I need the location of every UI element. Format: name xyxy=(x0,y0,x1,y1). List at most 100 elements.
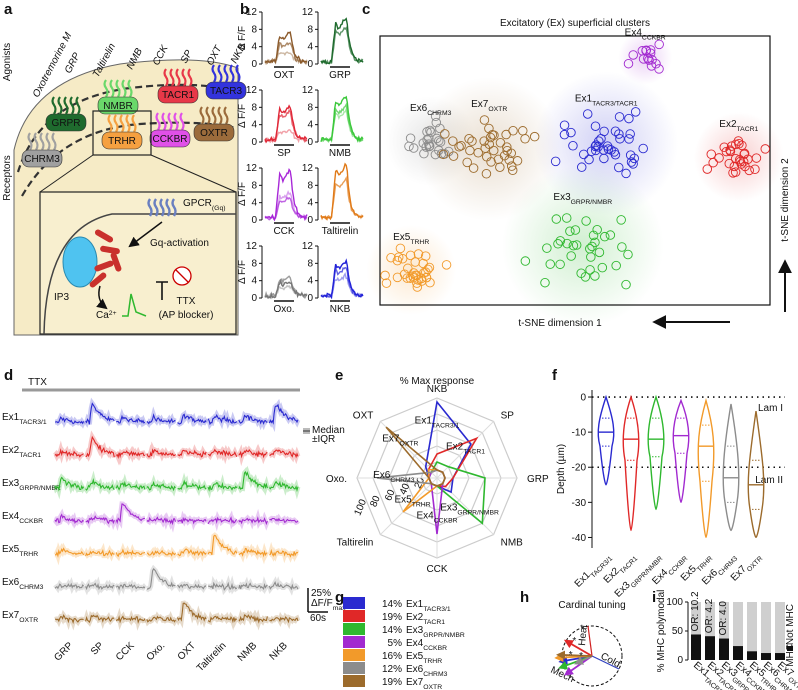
tsne-point xyxy=(645,45,656,55)
tsne-point xyxy=(412,282,423,292)
tsne-point xyxy=(614,112,625,122)
label-sub: GRPR/NMBR xyxy=(19,485,61,492)
label-main: Ca xyxy=(96,310,109,321)
median-trace xyxy=(85,435,115,458)
label-main: Ex1 xyxy=(406,599,424,610)
highlight-box xyxy=(92,110,152,156)
response-trace xyxy=(320,26,364,65)
receptor xyxy=(21,149,63,168)
tsne-point xyxy=(495,138,506,148)
receptor-helix xyxy=(173,112,179,131)
receptor-helix xyxy=(155,112,161,131)
tsne-point xyxy=(487,130,498,140)
median-trace xyxy=(85,548,115,557)
tsne-point xyxy=(518,126,528,136)
receptor-helix xyxy=(113,114,119,133)
tsne-point xyxy=(726,141,737,151)
tsne-point xyxy=(566,127,576,138)
tsne-point xyxy=(464,133,474,144)
tsne-point xyxy=(611,260,621,271)
tsne-point xyxy=(421,142,431,152)
receptor-helix xyxy=(121,79,127,98)
receptor-helix xyxy=(223,64,229,83)
tsne-point xyxy=(586,252,596,262)
label-main: Ex3 xyxy=(553,192,571,203)
label-main: Ex1 xyxy=(415,415,433,426)
lamina-label: Lam II xyxy=(755,475,783,486)
label-main: Ex5 xyxy=(393,232,411,243)
radar-axis xyxy=(436,477,494,535)
median-trace xyxy=(238,582,268,591)
tsne-point xyxy=(392,255,403,266)
bar xyxy=(705,636,715,660)
median-trace xyxy=(207,516,238,525)
median-trace xyxy=(146,448,176,458)
median-trace xyxy=(115,414,146,424)
y-tick-label: -30 xyxy=(572,498,587,509)
label-main: Ex1 xyxy=(573,569,593,589)
y-axis-label: Depth (µm) xyxy=(556,444,567,494)
tsne-point xyxy=(488,145,499,156)
gpcr-helix xyxy=(147,198,153,217)
y-tick-label: 4 xyxy=(307,120,313,131)
stimulus-label: SP xyxy=(89,640,106,657)
row-label: Ex5TRHR xyxy=(2,544,38,558)
label-main: Ex1 xyxy=(575,94,593,105)
label-sub: CCKBR xyxy=(19,518,43,525)
tsne-point xyxy=(739,148,750,159)
label-sub: TACR1 xyxy=(19,452,41,459)
axis-label: SP xyxy=(501,410,515,421)
ring-label: 60 xyxy=(383,488,398,503)
cluster-label: Ex4CCKBR xyxy=(625,28,666,42)
percent-label: 14% xyxy=(382,599,402,610)
er-strand xyxy=(94,229,114,243)
x-axis-label: t-SNE dimension 1 xyxy=(518,318,602,329)
median-trace xyxy=(55,416,85,425)
tsne-point xyxy=(559,120,570,130)
significance-star: * xyxy=(572,636,576,647)
tuning-vector xyxy=(574,655,593,665)
tsne-point xyxy=(545,259,555,269)
median-trace xyxy=(54,448,84,458)
label-sub: CCKBR xyxy=(434,517,458,524)
tsne-point xyxy=(430,149,441,160)
y-tick-label: 0 xyxy=(307,215,313,226)
response-trace xyxy=(264,190,308,221)
significance-star: * xyxy=(569,650,573,661)
panel-label: b xyxy=(240,1,249,18)
cluster-label: Ex5TRHR xyxy=(393,232,429,246)
y-tick-label: 8 xyxy=(307,24,313,35)
label-sub: TACR1 xyxy=(619,555,640,576)
cluster-label: Ex2TACR1 xyxy=(719,119,758,133)
color-swatch xyxy=(343,636,365,648)
median-trace xyxy=(268,480,299,493)
tsne-point xyxy=(386,252,396,263)
tsne-point xyxy=(638,54,649,64)
tsne-point xyxy=(506,161,517,171)
not-mhc-bar xyxy=(705,602,715,660)
receptor-helix xyxy=(119,114,125,133)
significance-stars: *** xyxy=(704,645,715,657)
panel-label: c xyxy=(362,1,370,18)
response-trace xyxy=(264,104,308,144)
cluster-label: Ex1TACR3/TACR1 xyxy=(575,94,638,108)
panel-label: d xyxy=(4,367,13,384)
tsne-point xyxy=(504,155,514,165)
x-tick-label: Ex4CCKBR xyxy=(650,550,689,589)
tsne-point xyxy=(624,113,634,124)
stimulus-label: Taltirelin xyxy=(322,226,359,237)
tsne-point xyxy=(424,139,434,149)
label-main: Ex7 xyxy=(382,433,400,444)
receptor-helix xyxy=(179,112,185,131)
y-axis-label: Δ F/F xyxy=(237,26,248,50)
median-trace xyxy=(146,549,176,557)
tsne-point xyxy=(576,268,586,278)
tsne-point xyxy=(599,126,609,137)
y-tick-label: 12 xyxy=(302,241,314,252)
receptor xyxy=(157,85,199,104)
tsne-point xyxy=(441,260,452,270)
ttx-note: (AP blocker) xyxy=(159,310,214,321)
cluster-label: Ex6CHRM3 xyxy=(406,664,448,678)
response-trace xyxy=(320,266,363,298)
heat-axis xyxy=(587,625,593,657)
